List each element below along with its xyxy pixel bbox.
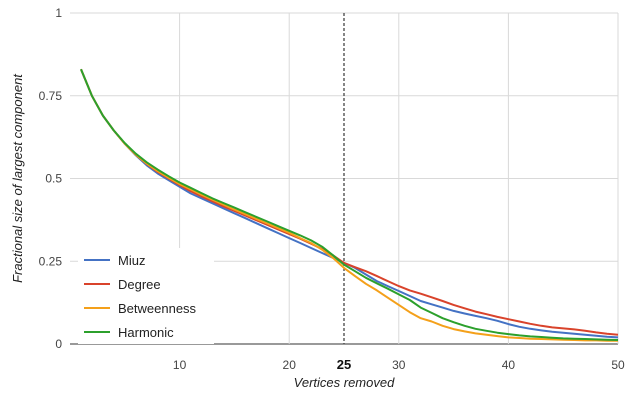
y-tick-label: 0.5 (45, 172, 62, 186)
legend-label-betweenness: Betweenness (118, 301, 197, 316)
legend-label-degree: Degree (118, 277, 161, 292)
y-tick-label: 0.75 (39, 89, 63, 103)
legend-label-harmonic: Harmonic (118, 325, 174, 340)
x-axis-title: Vertices removed (294, 375, 395, 390)
x-tick-label: 50 (611, 358, 625, 372)
x-tick-label: 40 (502, 358, 516, 372)
tick-labels: 0 0.25 0.5 0.75 1 10 20 25 30 40 50 (39, 6, 625, 372)
y-tick-label: 0 (55, 337, 62, 351)
y-axis-title: Fractional size of largest component (10, 73, 25, 283)
series-line-harmonic (80, 68, 619, 341)
y-tick-label: 1 (55, 6, 62, 20)
x-tick-label: 10 (173, 358, 187, 372)
series-group (80, 68, 619, 342)
x-tick-label: 30 (392, 358, 406, 372)
x-tick-label: 20 (283, 358, 297, 372)
y-tick-label: 0.25 (39, 254, 63, 268)
legend-background (78, 248, 214, 344)
legend: Miuz Degree Betweenness Harmonic (78, 248, 214, 344)
reference-tick-label: 25 (337, 357, 351, 372)
series-line-betweenness (80, 68, 618, 342)
legend-label-miuz: Miuz (118, 253, 145, 268)
